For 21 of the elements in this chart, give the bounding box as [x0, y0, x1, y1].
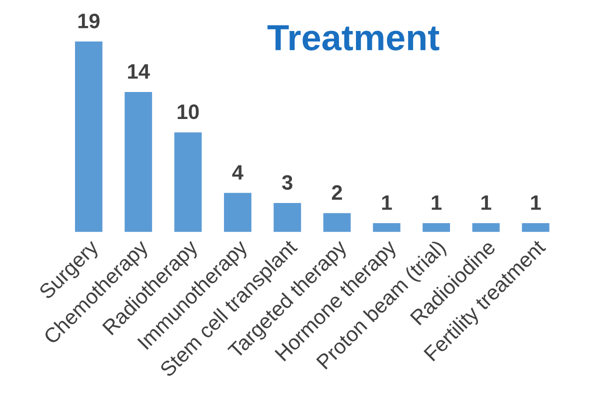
- bar: [272, 202, 302, 233]
- chart-title: Treatment: [268, 25, 440, 50]
- data-label: 4: [232, 165, 244, 180]
- bar: [470, 222, 502, 233]
- data-label: 14: [128, 64, 150, 79]
- data-label: 3: [282, 175, 292, 190]
- data-label: 1: [482, 195, 492, 210]
- bar: [322, 212, 352, 233]
- data-label: 2: [332, 185, 342, 200]
- bar: [222, 191, 253, 233]
- data-label: 19: [78, 14, 100, 28]
- data-label: 1: [382, 195, 392, 210]
- data-label: 10: [178, 104, 199, 120]
- bar: [74, 40, 104, 233]
- bar: [421, 222, 452, 233]
- bar: [172, 130, 204, 233]
- bar: [372, 222, 402, 233]
- data-label: 1: [531, 195, 541, 210]
- bar: [520, 222, 551, 233]
- data-label: 1: [432, 195, 442, 210]
- bar: [123, 90, 154, 233]
